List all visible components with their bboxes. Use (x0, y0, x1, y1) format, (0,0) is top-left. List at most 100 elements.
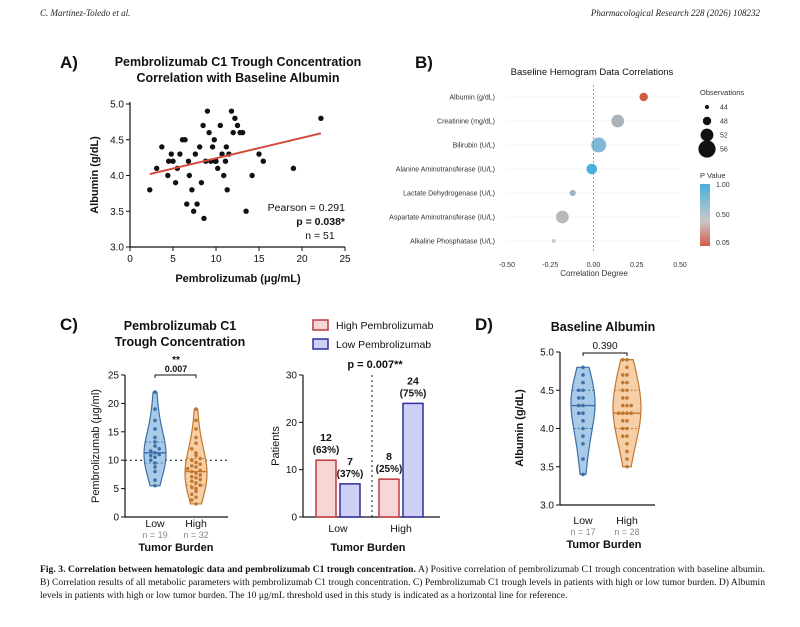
panel-d-high-point (616, 411, 621, 416)
panel-a-y-tick-label: 4.5 (110, 135, 124, 146)
panel-d-low-point (581, 411, 585, 416)
figure-3: A) B) C) D) Pembrolizumab C1 Trough Concentr… (60, 53, 744, 554)
panel-a-point (249, 172, 255, 179)
panel-d-high-point (625, 388, 629, 393)
panel-a-point (243, 208, 249, 214)
panel-d-low-point (581, 396, 585, 400)
panel-b-size-legend-label: 44 (720, 105, 728, 112)
panel-d-high-point (625, 464, 629, 469)
panel-c-y-tick-label: 15 (108, 427, 120, 438)
panel-c-bar-y-tick-label: 10 (286, 465, 298, 476)
panel-a-x-tick-label: 25 (339, 254, 351, 265)
panel-a-point (192, 151, 199, 157)
panel-a-point (215, 165, 221, 172)
panel-d-low-point (581, 403, 585, 408)
panel-a-point (223, 144, 230, 150)
panel-c-high-point (190, 464, 194, 468)
panel-b-category-label: Lactate Dehydrogenase (U/L) (403, 191, 495, 198)
panel-a-point (290, 165, 297, 172)
panel-c-high-point (194, 495, 198, 499)
panel-a-pvalue: p = 0.038* (296, 216, 346, 228)
panel-c-x-label: Tumor Burden (139, 542, 214, 554)
panel-a-point (184, 201, 190, 207)
panel-c-bar-y-tick-label: 30 (286, 371, 298, 382)
panel-c-y-tick-label: 25 (108, 371, 120, 382)
panel-c-y-tick-label: 10 (108, 456, 120, 467)
panel-c-low-point (149, 449, 153, 453)
panel-b-color-legend-label: 0.05 (716, 240, 730, 247)
caption-lead: Fig. 3. Correlation between hematologic … (40, 564, 416, 575)
panel-d-high-point (621, 388, 625, 393)
panel-c-high-point (190, 492, 194, 497)
panel-c-bar-pct-label: (37%) (337, 469, 364, 480)
panel-letter-d: D) (475, 315, 493, 334)
panel-d-high-point (621, 434, 625, 438)
panel-c-x-tick-label: High (185, 518, 207, 530)
panel-a-y-tick-label: 5.0 (110, 100, 124, 111)
panel-a-x-tick-label: 20 (296, 254, 308, 265)
panel-a-x-tick-label: 0 (127, 254, 133, 265)
panel-a-point (200, 122, 206, 129)
panel-b-category-label: Creatinine (mg/dL) (437, 119, 495, 126)
panel-c-bar-rect (402, 402, 424, 518)
panel-c-bar-value-label: 7 (347, 456, 353, 468)
panel-c-high-point (194, 476, 198, 480)
panel-b-x-tick-label: 0.50 (673, 262, 687, 269)
panel-a-point (172, 179, 179, 186)
panel-c-sig-bracket (154, 374, 197, 378)
panel-a-x-tick-label: 5 (170, 254, 176, 265)
panel-c-low-point (153, 478, 157, 482)
panel-d-low-point (577, 388, 581, 393)
panel-c-high-point (194, 441, 198, 445)
panel-c-high-point (185, 466, 190, 471)
panel-a-x-tick-label: 15 (253, 254, 265, 265)
panel-d-low-point (581, 365, 585, 370)
panel-d-high-point (621, 396, 625, 400)
panel-b-x-tick-label: 0.25 (630, 262, 644, 269)
figure-caption: Fig. 3. Correlation between hematologic … (40, 563, 765, 603)
panel-a-point (318, 115, 324, 122)
panel-b-point (569, 189, 576, 197)
panel-d-high-point (621, 380, 625, 385)
panel-a-trend-line (149, 132, 322, 176)
panel-d-high-point (625, 426, 629, 431)
panel-c-bar-x-label: Tumor Burden (331, 542, 406, 554)
panel-b-size-legend-label: 56 (720, 147, 728, 154)
panel-a-point (204, 108, 211, 114)
panel-a-x-label: Pembrolizumab (μg/mL) (175, 273, 301, 285)
panel-c-bar-rect (339, 483, 361, 518)
panel-a-point (239, 129, 246, 136)
panel-c-high-point (190, 458, 194, 463)
panel-c-y-label: Pembrolizumab (μg/ml) (90, 389, 102, 503)
panel-c-n-label: n = 32 (183, 530, 208, 540)
panel-d-x-label: Tumor Burden (567, 539, 642, 551)
panel-d-high-point (621, 403, 625, 408)
panel-c-bar-pvalue: p = 0.007** (347, 359, 403, 371)
running-header-authors: C. Martínez-Toledo et al. (40, 8, 131, 18)
panel-c-title: Pembrolizumab C1 (124, 319, 237, 333)
panel-a-y-tick-label: 4.0 (110, 171, 124, 182)
panel-c-high-point (194, 453, 198, 458)
panel-c-high-point (194, 481, 198, 485)
panel-d-high-point (625, 380, 629, 385)
panel-a-point (221, 172, 227, 179)
panel-a-x-tick-label: 10 (210, 254, 222, 265)
panel-c-low-point (153, 483, 157, 488)
panel-c-high-point (198, 462, 202, 466)
panel-d-high-point (625, 411, 629, 416)
panel-a-point (186, 172, 193, 179)
panel-b-point (639, 92, 648, 102)
legend-high-swatch (312, 319, 329, 331)
panel-a-y-label: Albumin (g/dL) (89, 136, 101, 214)
panel-a-point (219, 151, 225, 157)
panel-c-high-point (194, 486, 198, 491)
panel-c-bar-y-tick-label: 20 (286, 418, 298, 429)
panel-d-y-tick-label: 4.5 (540, 386, 554, 397)
panel-c-low-point (149, 453, 153, 458)
panel-b-size-legend-label: 48 (720, 119, 728, 126)
panel-d-x-tick-label: Low (573, 515, 593, 527)
panel-d-pvalue: 0.390 (592, 341, 617, 352)
panel-d-low-point (581, 380, 585, 385)
panel-c-high-point (198, 456, 202, 461)
panel-b-x-tick-label: -0.50 (499, 262, 515, 269)
